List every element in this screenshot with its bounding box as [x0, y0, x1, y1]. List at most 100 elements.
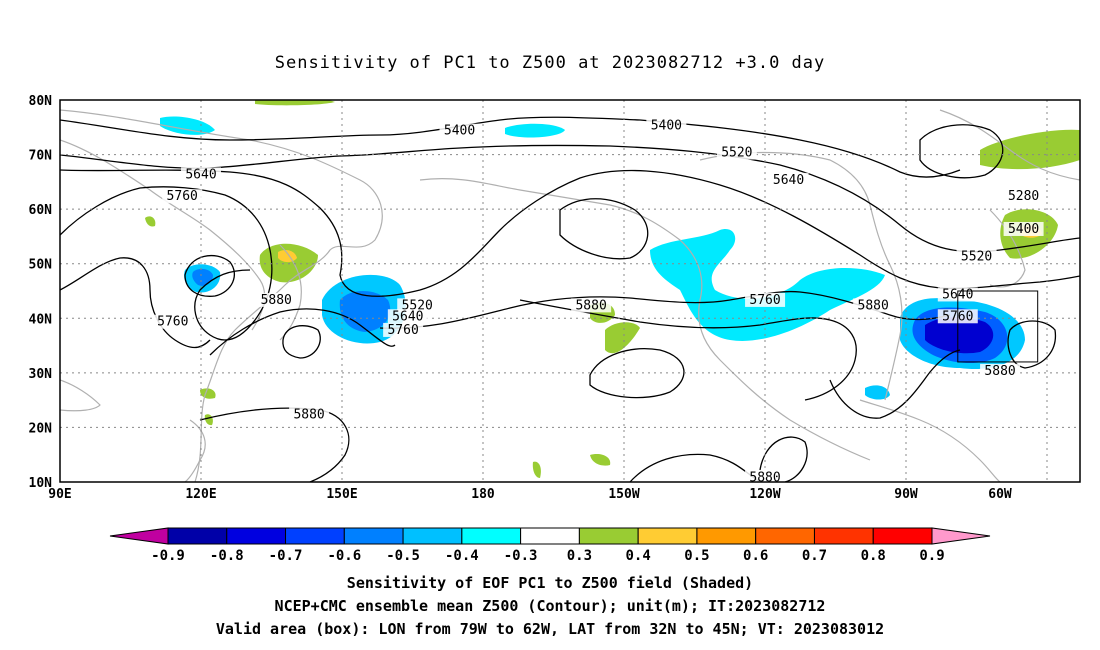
- caption-line-1: Sensitivity of EOF PC1 to Z500 field (Sh…: [347, 574, 753, 592]
- contour-label-bg: [980, 363, 1021, 378]
- shade-green-s2: [532, 461, 541, 478]
- contour-label: 5640: [185, 167, 216, 182]
- colorbar-tick-label: -0.5: [386, 548, 420, 564]
- contour-label: 5880: [984, 364, 1015, 379]
- colorbar-segment: [226, 527, 287, 545]
- contour-label: 5640: [392, 309, 423, 324]
- contour-label-bg: [387, 309, 428, 324]
- contour-label-bg: [768, 172, 809, 187]
- map-background: [60, 100, 1080, 482]
- lon-label: 150E: [326, 487, 357, 502]
- contour-closed-s: [759, 436, 808, 482]
- caption-line-3: Valid area (box): LON from 79W to 62W, L…: [216, 620, 884, 638]
- colorbar-segment: [872, 527, 933, 545]
- shade-atlantic-core: [925, 317, 994, 354]
- contour-label-bg: [745, 292, 786, 307]
- contour-label: 5400: [651, 118, 682, 133]
- contour-label-bg: [1003, 221, 1044, 236]
- shade-na-band: [650, 229, 885, 341]
- contour-label: 5880: [749, 470, 780, 485]
- colorbar-segment: [813, 527, 874, 545]
- shade-pacific-core: [339, 291, 391, 332]
- lat-label: 70N: [29, 149, 53, 164]
- colorbar-right-arrow: [931, 527, 991, 545]
- colorbar-tick-label: -0.3: [504, 548, 538, 564]
- colorbar-segment: [755, 527, 815, 545]
- contour-label-bg: [571, 298, 612, 313]
- lon-label: 60W: [988, 487, 1012, 502]
- contour-label-bg: [439, 123, 480, 138]
- lat-label: 60N: [29, 203, 53, 218]
- colorbar-tick-label: -0.8: [210, 548, 244, 564]
- contour-closed-kam: [282, 325, 321, 359]
- contour-label-bg: [853, 298, 894, 313]
- lat-label: 50N: [29, 258, 53, 273]
- shade-gulf: [865, 385, 890, 400]
- shade-np-cyan: [505, 123, 565, 138]
- colorbar-tick-label: 0.5: [684, 548, 709, 564]
- lat-label: 30N: [29, 367, 53, 382]
- shade-green-w: [145, 216, 156, 227]
- contour-5280: [919, 124, 1004, 179]
- shade-green-atl-n: [980, 129, 1080, 170]
- contour-5400-north: [60, 116, 961, 178]
- colorbar-tick-label: -0.9: [151, 548, 185, 564]
- contour-label-bg: [1003, 189, 1044, 204]
- contour-5880-3: [519, 299, 857, 401]
- colorbar-tick-label: -0.6: [327, 548, 361, 564]
- contour-label: 5760: [749, 293, 780, 308]
- gridlines: [60, 100, 1080, 482]
- figure-title: Sensitivity of PC1 to Z500 at 2023082712…: [275, 53, 826, 73]
- contour-label: 5520: [721, 146, 752, 161]
- contour-label: 5520: [961, 249, 992, 264]
- colorbar-tick-label: 0.3: [567, 548, 592, 564]
- lat-label: 80N: [29, 94, 53, 109]
- lat-label: 20N: [29, 421, 53, 436]
- contour-closed-pacific: [589, 348, 685, 399]
- shade-small-blue-core: [192, 268, 213, 286]
- caption-line-2: NCEP+CMC ensemble mean Z500 (Contour); u…: [275, 597, 826, 615]
- colorbar-segment: [696, 527, 757, 545]
- colorbar-tick-label: -0.4: [445, 548, 479, 564]
- contour-label: 5760: [387, 323, 418, 338]
- contour-label-bg: [745, 470, 786, 482]
- contour-5880-east: [829, 349, 961, 419]
- colorbar-tick-label: 0.7: [802, 548, 827, 564]
- colorbar: -0.9 -0.8 -0.7 -0.6 -0.5 -0.4 -0.3 0.3 0.4 0.5 0.6…: [109, 527, 991, 564]
- contour-label: 5880: [293, 408, 324, 423]
- contour-label-bg: [646, 118, 687, 133]
- colorbar-segment: [637, 527, 698, 545]
- colorbar-segment: [578, 527, 639, 545]
- shade-yellow-japan: [278, 250, 297, 263]
- colorbar-segment: [520, 527, 580, 545]
- colorbar-tick-label: 0.9: [919, 548, 944, 564]
- contour-label-bg: [289, 407, 330, 422]
- contour-closed-atl: [1007, 320, 1057, 369]
- colorbar-segment: [461, 527, 522, 545]
- shade-green-sw: [200, 388, 216, 399]
- contour-5760: [60, 186, 273, 341]
- shade-green-mid-pac-2: [605, 322, 640, 354]
- lon-label: 120E: [185, 487, 216, 502]
- contour-label-bg: [716, 145, 757, 160]
- contour-label: 5880: [858, 298, 889, 313]
- colorbar-tick-label: 0.8: [861, 548, 886, 564]
- shade-green-japan: [259, 243, 318, 283]
- colorbar-tick-label: -0.7: [269, 548, 303, 564]
- colorbar-tick-label: 0.4: [626, 548, 651, 564]
- contour-5520: [60, 144, 1080, 253]
- contour-label: 5880: [261, 293, 292, 308]
- contour-label: 5400: [1008, 222, 1039, 237]
- contour-5880-2: [209, 308, 396, 356]
- contour-label-bg: [162, 189, 203, 204]
- lat-label: 40N: [29, 312, 53, 327]
- lon-label: 150W: [608, 487, 639, 502]
- colorbar-segment: [343, 527, 404, 545]
- lon-label: 90W: [894, 487, 918, 502]
- colorbar-left-arrow: [109, 527, 169, 545]
- colorbar-segment: [167, 527, 228, 545]
- colorbar-tick-label: 0.6: [743, 548, 768, 564]
